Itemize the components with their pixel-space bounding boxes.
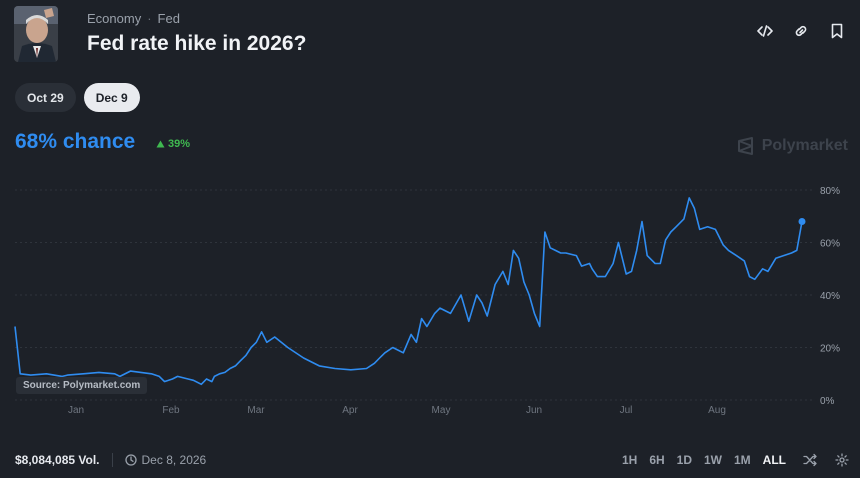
end-date-text: Dec 8, 2026 (141, 453, 207, 467)
date-pills: Oct 29 Dec 9 (15, 83, 140, 112)
y-tick-label: 40% (820, 291, 840, 302)
y-tick-label: 80% (820, 186, 840, 197)
range-1w[interactable]: 1W (704, 453, 722, 467)
polymarket-logo-icon (737, 137, 753, 155)
y-tick-label: 20% (820, 344, 840, 355)
y-axis-ticks: 80% 60% 40% 20% 0% (820, 186, 840, 407)
breadcrumb-fed[interactable]: Fed (157, 11, 180, 26)
breadcrumb-economy[interactable]: Economy (87, 11, 142, 26)
series-line (14, 197, 803, 386)
brand-name: Polymarket (761, 137, 848, 154)
current-point (798, 218, 806, 225)
market-header: Economy · Fed Fed rate hike in 2026? (14, 6, 846, 66)
range-1h[interactable]: 1H (621, 453, 638, 467)
market-title: Fed rate hike in 2026? (87, 32, 307, 55)
y-tick-label: 0% (820, 396, 835, 407)
probability-change-value: 39% (168, 138, 191, 150)
shuffle-icon[interactable] (802, 452, 818, 468)
triangle-up-icon (156, 140, 165, 148)
x-tick-label: Apr (342, 405, 358, 416)
probability-value: 68% chance (15, 130, 136, 153)
x-tick-label: Feb (162, 405, 180, 416)
bookmark-icon[interactable] (828, 22, 846, 40)
x-tick-label: Jul (620, 405, 633, 416)
x-tick-label: Mar (247, 405, 265, 416)
range-1d[interactable]: 1D (676, 453, 692, 467)
x-tick-label: Jun (526, 405, 542, 416)
divider (111, 453, 113, 467)
range-1m[interactable]: 1M (734, 453, 751, 467)
range-6h[interactable]: 6H (649, 453, 665, 467)
time-range-selector: 1H 6H 1D 1W 1M ALL (622, 452, 850, 468)
end-date: Dec 8, 2026 (124, 453, 207, 467)
header-actions (756, 22, 846, 40)
market-avatar (14, 6, 58, 62)
source-label: Source: Polymarket.com (16, 377, 148, 394)
x-tick-label: Jan (68, 405, 84, 416)
breadcrumb-separator: · (147, 11, 152, 26)
x-tick-label: May (432, 405, 451, 416)
breadcrumb: Economy · Fed (87, 11, 180, 26)
polymarket-watermark: Polymarket (736, 136, 848, 156)
x-tick-label: Aug (708, 405, 726, 416)
range-all[interactable]: ALL (762, 453, 786, 467)
probability-change: 39% (156, 138, 190, 150)
x-axis-ticks: Jan Feb Mar Apr May Jun Jul Aug (68, 405, 726, 416)
settings-gear-icon[interactable] (834, 452, 850, 468)
date-pill-oct-29[interactable]: Oct 29 (15, 83, 76, 112)
volume: $8,084,085 Vol. (15, 453, 100, 467)
clock-icon (124, 454, 137, 466)
link-icon[interactable] (792, 22, 810, 40)
date-pill-dec-9[interactable]: Dec 9 (83, 83, 140, 112)
y-tick-label: 60% (820, 239, 840, 250)
code-icon[interactable] (756, 22, 774, 40)
chart-footer: $8,084,085 Vol. Dec 8, 2026 1H 6H 1D 1W … (15, 450, 850, 470)
probability-chart: 80% 60% 40% 20% 0% Jan Feb Mar Apr May Jun Jul Aug (14, 186, 840, 416)
chart-grid (15, 189, 812, 401)
